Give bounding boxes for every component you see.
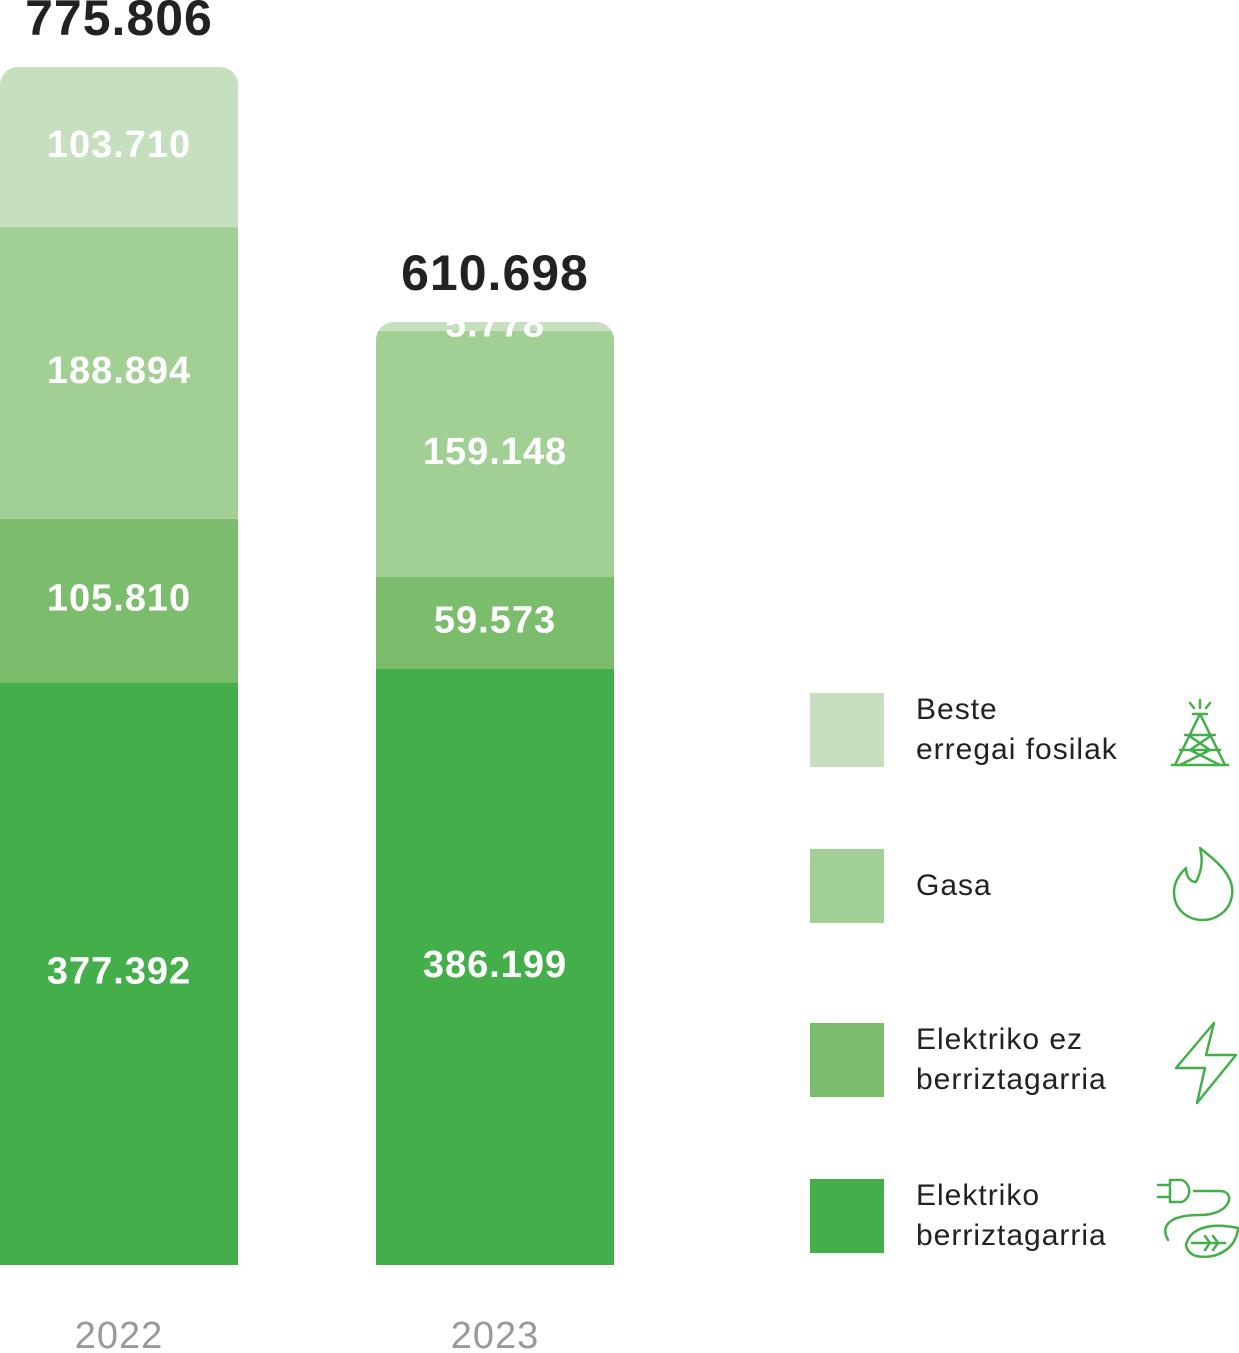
value-label: 59.573 xyxy=(434,600,556,642)
legend-swatch xyxy=(810,1179,884,1253)
value-label: 377.392 xyxy=(47,951,191,993)
value-label: 5.778 xyxy=(445,303,545,345)
bar-segment xyxy=(0,227,238,519)
bar-group xyxy=(376,321,614,1265)
bar-segment xyxy=(0,67,238,228)
value-label: 386.199 xyxy=(423,944,567,986)
legend-label: Gasa xyxy=(916,869,992,902)
total-label: 775.806 xyxy=(25,0,213,46)
bar-group xyxy=(0,67,238,1265)
x-tick-label: 2022 xyxy=(75,1315,164,1353)
plug-leaf-icon xyxy=(1156,1178,1239,1259)
x-tick-label: 2023 xyxy=(451,1315,540,1353)
legend-label: Elektriko berriztagarria xyxy=(916,1179,1107,1252)
flame-icon xyxy=(1172,846,1234,922)
value-label: 105.810 xyxy=(47,578,191,620)
legend-label: Elektriko ez berriztagarria xyxy=(916,1023,1107,1096)
bar-segment xyxy=(376,576,614,669)
value-label: 159.148 xyxy=(423,431,567,473)
legend-label: Beste erregai fosilak xyxy=(916,693,1118,766)
legend-swatch xyxy=(810,849,884,923)
bar-segment xyxy=(0,518,238,683)
bar-segment xyxy=(0,682,238,1265)
bolt-icon xyxy=(1174,1021,1238,1105)
value-label: 188.894 xyxy=(47,350,191,392)
total-label: 610.698 xyxy=(401,245,589,301)
legend-swatch xyxy=(810,1023,884,1097)
bar-segment xyxy=(376,330,614,577)
tower-icon xyxy=(1170,698,1230,767)
value-label: 103.710 xyxy=(47,124,191,166)
legend-swatch xyxy=(810,693,884,767)
bar-segment xyxy=(376,668,614,1265)
bar-segment xyxy=(376,321,614,331)
